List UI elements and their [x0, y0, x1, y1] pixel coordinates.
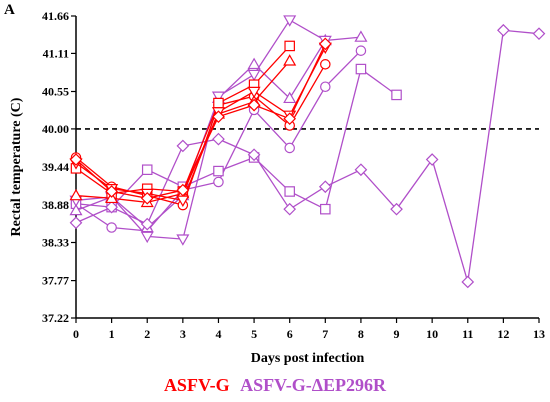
y-tick-label: 38.33	[42, 236, 69, 250]
data-point-circle	[320, 81, 331, 93]
data-point-diamond	[212, 132, 225, 146]
legend-asfv-g-ep296r: ASFV-G-ΔEP296R	[240, 375, 387, 395]
x-tick-label: 10	[426, 327, 438, 341]
data-point-triangle-up	[69, 188, 83, 201]
data-point-diamond	[140, 217, 154, 231]
data-point-square	[284, 40, 295, 52]
series-asfv-g-ep296r-square	[70, 63, 402, 215]
x-tick-label: 3	[180, 327, 186, 341]
x-tick-label: 5	[251, 327, 257, 341]
series-line	[75, 43, 326, 199]
x-tick-label: 7	[322, 327, 328, 341]
x-tick-label: 1	[109, 327, 115, 341]
data-point-triangle-down	[176, 234, 190, 246]
data-point-diamond	[247, 148, 261, 162]
data-point-triangle-up	[247, 57, 261, 70]
data-point-triangle-down	[247, 69, 261, 82]
x-tick-label: 12	[497, 327, 509, 341]
data-point-diamond	[354, 163, 368, 177]
y-tick-label: 41.11	[43, 46, 69, 60]
data-point-diamond	[283, 112, 297, 126]
data-point-triangle-down	[247, 86, 261, 99]
data-point-diamond	[69, 153, 83, 166]
data-point-diamond	[212, 110, 225, 124]
data-point-diamond	[247, 98, 261, 112]
x-tick-label: 9	[394, 327, 400, 341]
data-point-diamond	[461, 275, 475, 289]
x-tick-label: 0	[73, 327, 79, 341]
data-point-diamond	[176, 183, 190, 197]
legend-asfv-g: ASFV-G	[163, 375, 230, 395]
y-tick-label: 37.22	[42, 311, 69, 325]
data-point-diamond	[318, 37, 332, 51]
data-point-diamond	[105, 200, 118, 214]
data-point-triangle-down	[211, 91, 225, 103]
y-tick-label: 38.88	[42, 198, 69, 212]
y-tick-label: 40.55	[42, 85, 69, 99]
y-tick-label: 40.00	[42, 122, 69, 136]
data-point-circle	[320, 59, 331, 70]
x-tick-label: 8	[358, 327, 364, 341]
x-tick-label: 11	[462, 327, 473, 341]
data-point-square	[284, 186, 295, 197]
legend: ASFV-G ASFV-G-ΔEP296R	[0, 375, 550, 396]
data-point-triangle-down	[140, 231, 154, 244]
data-point-square	[355, 63, 367, 75]
data-point-circle	[355, 45, 367, 56]
data-point-triangle-up	[354, 30, 368, 42]
data-point-diamond	[532, 27, 546, 41]
data-point-square	[391, 89, 402, 101]
data-point-circle	[213, 176, 224, 188]
data-point-triangle-up	[283, 54, 297, 66]
panel-label: A	[4, 2, 15, 18]
data-point-diamond	[69, 216, 83, 230]
y-axis-title: Rectal temperature (C)	[9, 97, 24, 236]
series-asfv-g-diamond	[69, 37, 332, 205]
data-point-square	[213, 165, 224, 177]
series-line	[75, 29, 540, 283]
data-point-square	[320, 203, 331, 215]
x-tick-label: 6	[287, 327, 293, 341]
y-tick-label: 39.44	[42, 160, 69, 174]
data-point-diamond	[283, 202, 297, 216]
data-point-square	[141, 164, 153, 175]
data-point-triangle-up	[283, 91, 297, 104]
data-point-diamond	[318, 180, 332, 194]
data-point-diamond	[176, 139, 190, 153]
data-point-circle	[284, 142, 295, 154]
x-axis-title: Days post infection	[251, 351, 365, 366]
series-group	[69, 15, 546, 289]
data-point-circle	[106, 222, 117, 233]
data-point-diamond	[390, 202, 403, 216]
series-line	[75, 19, 326, 240]
x-tick-label: 2	[144, 327, 150, 341]
series-asfv-g-ep296r-diamond	[69, 23, 546, 289]
data-point-diamond	[105, 185, 118, 198]
data-point-triangle-up	[69, 203, 83, 216]
axes: 37.22 37.77 38.33 38.88 39.44 40.00 40.55 41.11…	[42, 9, 545, 341]
data-point-square	[213, 97, 224, 109]
data-point-diamond	[140, 191, 154, 205]
data-point-diamond	[425, 153, 439, 166]
x-tick-label: 4	[215, 327, 221, 341]
x-tick-label: 13	[533, 327, 545, 341]
series-line	[75, 67, 397, 211]
y-tick-label: 41.66	[42, 9, 69, 23]
data-point-triangle-down	[283, 15, 297, 27]
data-point-diamond	[497, 23, 510, 37]
y-tick-label: 37.77	[42, 274, 69, 288]
